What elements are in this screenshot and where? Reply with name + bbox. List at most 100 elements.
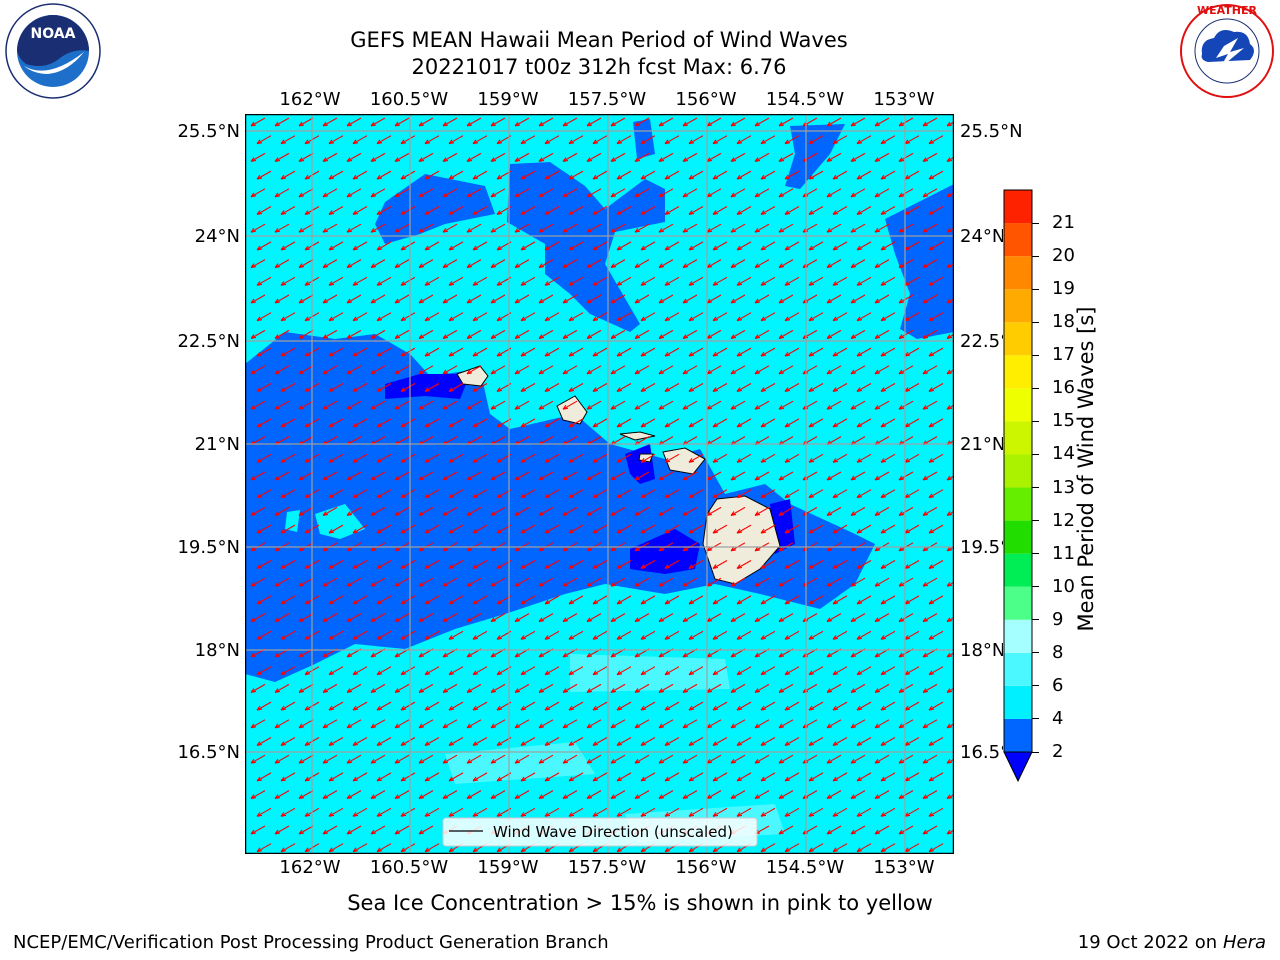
wind-arrow [448, 772, 464, 782]
wind-arrow [610, 613, 626, 623]
wind-arrow [592, 453, 608, 463]
wind-arrow [370, 683, 386, 693]
wind-arrow [634, 365, 650, 375]
wind-arrow [352, 418, 368, 428]
wind-arrow [610, 577, 626, 587]
wind-arrow [760, 524, 776, 534]
wind-arrow [424, 135, 440, 145]
wind-arrow [376, 595, 392, 605]
wind-arrow [664, 630, 680, 640]
wind-arrow [346, 719, 362, 729]
wind-arrow [586, 400, 602, 410]
wind-arrow [538, 506, 554, 516]
wind-arrow [562, 577, 578, 587]
colorbar-tick-mark [1032, 718, 1039, 720]
wind-arrow [250, 294, 266, 304]
wind-arrow [274, 329, 290, 339]
wind-arrow [808, 737, 824, 747]
wind-arrow [400, 737, 416, 747]
wind-arrow [592, 630, 608, 640]
wind-arrow [736, 489, 752, 499]
wind-arrow [730, 506, 746, 516]
wind-arrow [946, 262, 954, 269]
wind-arrow [490, 719, 506, 729]
wind-arrow [784, 206, 800, 216]
wind-arrow [280, 666, 296, 676]
wind-arrow [760, 701, 776, 711]
wind-arrow [856, 489, 872, 499]
lat-tick-left: 16.5°N [177, 742, 240, 763]
field-band-2-4 [507, 162, 665, 332]
wind-arrow [730, 329, 746, 339]
wind-arrow [898, 825, 914, 835]
wind-arrow [658, 259, 674, 269]
wind-arrow [610, 683, 626, 693]
wind-arrow [490, 223, 506, 233]
wind-arrow [610, 294, 626, 304]
wind-arrow [352, 630, 368, 640]
wind-arrow [592, 241, 608, 251]
wind-arrow [418, 152, 434, 162]
wind-arrow [568, 312, 584, 322]
wind-arrow [490, 294, 506, 304]
wind-arrow [754, 117, 770, 127]
wind-arrow [400, 383, 416, 393]
wind-arrow [544, 524, 560, 534]
wind-arrow [664, 135, 680, 145]
wind-arrow [424, 418, 440, 428]
wind-arrow [856, 595, 872, 605]
wind-arrow [592, 489, 608, 499]
wind-arrow [922, 188, 938, 198]
wind-arrow [658, 188, 674, 198]
wind-arrow [472, 312, 488, 322]
wind-arrow [490, 365, 506, 375]
wind-arrow [610, 471, 626, 481]
wind-arrow [586, 117, 602, 127]
wind-arrow [328, 276, 344, 286]
wind-arrow [898, 613, 914, 623]
wind-arrow [274, 223, 290, 233]
wind-arrow [658, 223, 674, 233]
wind-arrow [658, 683, 674, 693]
wind-arrow [760, 666, 776, 676]
wind-arrow [466, 506, 482, 516]
wind-arrow [736, 206, 752, 216]
wind-arrow [736, 170, 752, 180]
wind-arrow [808, 595, 824, 605]
wind-arrow [250, 754, 266, 764]
wind-arrow [808, 347, 824, 357]
wind-arrow [346, 188, 362, 198]
lon-tick-bottom: 153°W [873, 857, 935, 878]
wind-arrow [538, 719, 554, 729]
wind-arrow [322, 683, 338, 693]
wind-arrow [664, 276, 680, 286]
wind-arrow [664, 737, 680, 747]
wind-arrow [490, 117, 506, 127]
field-band-6-8 [570, 654, 730, 692]
wind-arrow [250, 188, 266, 198]
wind-arrow [850, 117, 866, 127]
wind-arrow [472, 595, 488, 605]
wind-arrow [682, 683, 698, 693]
wind-arrow [376, 206, 392, 216]
wind-arrow [448, 312, 464, 322]
wind-arrow [538, 152, 554, 162]
wind-arrow [256, 206, 272, 216]
wind-arrow [850, 400, 866, 410]
wind-arrow [928, 453, 944, 463]
wind-arrow [298, 329, 314, 339]
wind-arrow [616, 560, 632, 570]
wind-arrow [514, 365, 530, 375]
wind-arrow [418, 188, 434, 198]
wind-arrow [418, 294, 434, 304]
colorbar [1003, 188, 1033, 783]
wind-arrow [856, 383, 872, 393]
wind-arrow [634, 400, 650, 410]
wind-arrow [394, 294, 410, 304]
wind-arrow [880, 701, 896, 711]
lat-tick-right: 18°N [960, 640, 1006, 661]
wind-arrow [418, 790, 434, 800]
wind-arrow [946, 687, 954, 693]
wind-arrow [832, 276, 848, 286]
wind-arrow [784, 843, 800, 853]
